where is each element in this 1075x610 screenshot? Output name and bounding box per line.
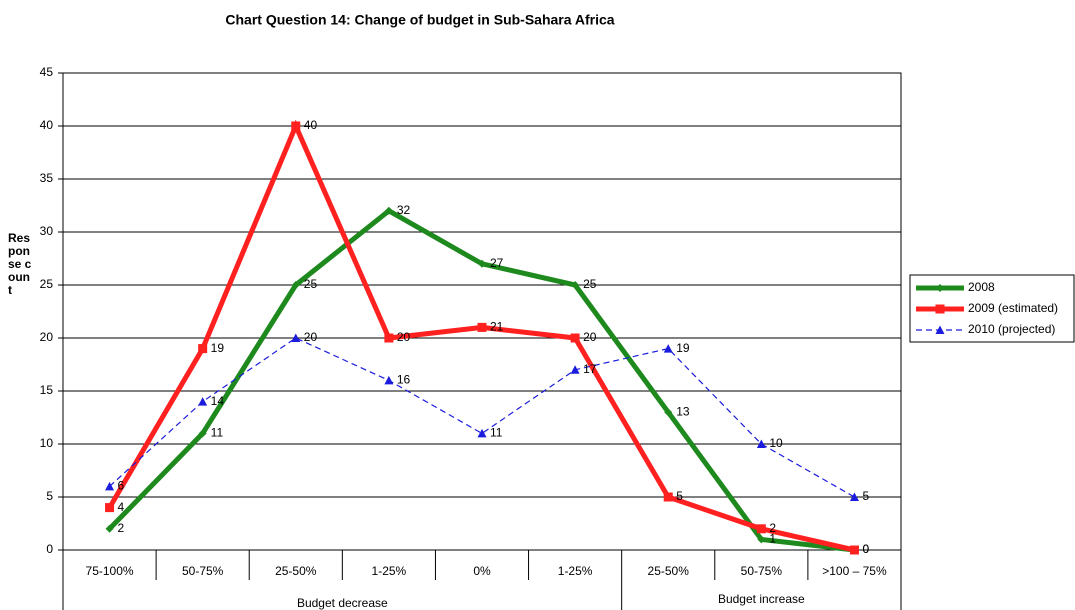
data-label: 4 [118, 500, 125, 514]
data-label: 20 [397, 330, 411, 344]
data-label: 5 [676, 489, 683, 503]
marker [291, 121, 301, 131]
marker [384, 375, 394, 385]
marker [936, 284, 944, 292]
y-tick-label: 30 [40, 224, 54, 238]
data-label: 14 [211, 394, 225, 408]
data-label: 27 [490, 256, 504, 270]
marker [570, 333, 580, 343]
y-tick-label: 40 [40, 118, 54, 132]
x-tick-label: 50-75% [741, 564, 783, 578]
data-label: 17 [583, 362, 597, 376]
marker [478, 259, 486, 268]
marker [198, 344, 208, 354]
marker [384, 333, 394, 343]
data-label: 13 [676, 404, 690, 418]
y-tick-label: 5 [46, 489, 53, 503]
marker [198, 429, 207, 438]
data-label: 25 [304, 277, 318, 291]
data-label: 10 [769, 436, 783, 450]
data-label: 40 [304, 118, 318, 132]
y-tick-label: 25 [40, 277, 54, 291]
data-label: 0 [862, 542, 869, 556]
y-tick-label: 45 [40, 65, 54, 79]
marker [849, 545, 859, 555]
data-label: 19 [211, 341, 225, 355]
x-group-label: Budget decrease [297, 596, 388, 610]
data-label: 16 [397, 373, 411, 387]
data-label: 20 [304, 330, 318, 344]
marker [570, 365, 580, 374]
y-tick-label: 20 [40, 330, 54, 344]
plot-frame [62, 72, 902, 551]
data-label: 20 [583, 330, 597, 344]
data-label: 19 [676, 341, 690, 355]
marker [935, 304, 945, 314]
y-axis-label: Response count [8, 231, 32, 297]
data-label: 21 [490, 320, 504, 334]
data-label: 0 [862, 542, 869, 556]
marker [291, 281, 300, 289]
marker [663, 492, 673, 502]
series-line [109, 337, 855, 498]
marker [756, 439, 766, 448]
x-tick-label: 0% [473, 564, 491, 578]
x-tick-label: 25-50% [648, 564, 690, 578]
x-tick-label: 1-25% [558, 564, 593, 578]
y-tick-label: 0 [46, 542, 53, 556]
marker [105, 524, 114, 533]
x-tick-label: 50-75% [182, 564, 224, 578]
marker [477, 322, 487, 332]
data-label: 2 [769, 521, 776, 535]
x-tick-label: >100 – 75% [822, 564, 887, 578]
marker [663, 344, 673, 353]
data-label: 32 [397, 203, 411, 217]
marker [571, 281, 580, 289]
y-tick-label: 35 [40, 171, 54, 185]
marker [105, 481, 115, 491]
data-label: 6 [118, 479, 125, 493]
y-tick-label: 15 [40, 383, 54, 397]
data-label: 2 [118, 521, 125, 535]
legend-label: 2008 [968, 280, 995, 294]
y-tick-label: 10 [40, 436, 54, 450]
legend-label: 2010 (projected) [968, 322, 1055, 336]
marker [105, 503, 115, 513]
chart-title: Chart Question 14: Change of budget in S… [225, 12, 614, 28]
marker [849, 492, 859, 501]
legend-label: 2009 (estimated) [968, 301, 1058, 315]
x-group-label: Budget increase [718, 592, 805, 606]
x-tick-label: 1-25% [372, 564, 407, 578]
data-label: 1 [769, 532, 776, 546]
marker [477, 428, 487, 438]
x-tick-label: 25-50% [275, 564, 317, 578]
marker [198, 397, 208, 406]
marker [664, 408, 673, 417]
marker [291, 333, 301, 342]
marker [384, 206, 393, 215]
x-tick-label: 75-100% [86, 564, 134, 578]
data-label: 5 [862, 489, 869, 503]
marker [935, 325, 945, 334]
data-label: 25 [583, 277, 597, 291]
marker [757, 535, 766, 544]
data-label: 11 [490, 426, 503, 440]
data-label: 11 [211, 426, 224, 440]
marker [756, 524, 766, 534]
